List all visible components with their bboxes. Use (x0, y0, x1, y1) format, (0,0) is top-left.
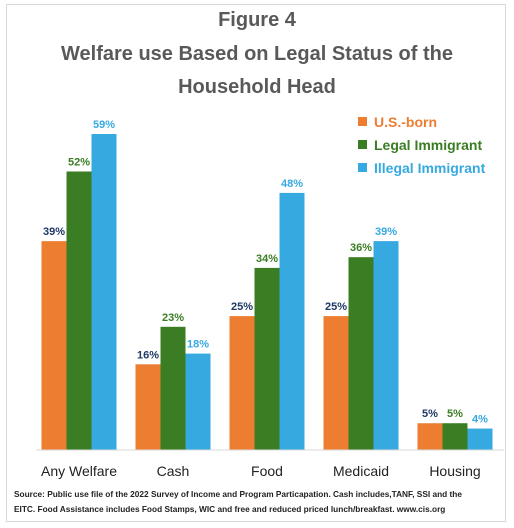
category-label-food: Food (251, 463, 283, 479)
bar-illegal-immigrant-any-welfare (91, 134, 117, 450)
chart-title-line-3: Household Head (178, 76, 336, 98)
bar-illegal-immigrant-food (279, 192, 305, 450)
bar-illegal-immigrant-cash (185, 353, 211, 450)
source-note-line-1: Source: Public use file of the 2022 Surv… (14, 489, 462, 499)
source-note-line-2: EITC. Food Assistance includes Food Stam… (14, 504, 446, 514)
bar-legal-immigrant-cash (160, 326, 186, 450)
value-label-legal-immigrant-housing: 5% (447, 408, 463, 420)
legend-label-legal-immigrant: Legal Immigrant (374, 137, 482, 153)
value-label-legal-immigrant-any-welfare: 52% (68, 156, 90, 168)
bar-legal-immigrant-housing (442, 423, 468, 450)
legend-label-u-s-born: U.S.-born (374, 114, 437, 130)
bar-u-s-born-housing (417, 423, 443, 450)
legend-label-illegal-immigrant: Illegal Immigrant (374, 160, 486, 176)
category-label-medicaid: Medicaid (333, 463, 389, 479)
legend: U.S.-born Legal Immigrant Illegal Immigran… (358, 114, 486, 176)
chart-title-line-1: Figure 4 (218, 9, 297, 31)
value-label-illegal-immigrant-food: 48% (281, 178, 303, 190)
bar-legal-immigrant-medicaid (348, 257, 374, 450)
category-label-cash: Cash (157, 463, 190, 479)
bar-u-s-born-medicaid (323, 316, 349, 450)
bar-u-s-born-food (229, 316, 255, 450)
value-label-illegal-immigrant-cash: 18% (187, 339, 209, 351)
value-label-u-s-born-medicaid: 25% (325, 301, 347, 313)
value-label-legal-immigrant-food: 34% (256, 253, 278, 265)
value-label-illegal-immigrant-medicaid: 39% (375, 226, 397, 238)
chart-title-line-2: Welfare use Based on Legal Status of the (61, 43, 453, 65)
value-labels-group: 39%52%59%16%23%18%25%34%48%25%36%39%5% 5%… (43, 119, 488, 426)
category-labels-group: Any Welfare Cash Food Medicaid Housing (41, 463, 481, 479)
bar-illegal-immigrant-housing (467, 428, 493, 450)
value-label-u-s-born-cash: 16% (137, 349, 159, 361)
bar-u-s-born-any-welfare (41, 241, 67, 450)
source-note: Source: Public use file of the 2022 Surv… (14, 487, 500, 517)
bar-u-s-born-cash (135, 364, 161, 450)
value-label-illegal-immigrant-housing: 4% (472, 414, 488, 426)
value-label-legal-immigrant-medicaid: 36% (350, 242, 372, 254)
value-label-u-s-born-food: 25% (231, 301, 253, 313)
bar-illegal-immigrant-medicaid (373, 241, 399, 450)
bar-legal-immigrant-any-welfare (66, 171, 92, 451)
bar-legal-immigrant-food (254, 267, 280, 450)
value-label-u-s-born-housing: 5% (422, 408, 438, 420)
bars-group (41, 134, 493, 451)
category-label-housing: Housing (429, 463, 480, 479)
value-label-illegal-immigrant-any-welfare: 59% (93, 119, 115, 131)
value-label-legal-immigrant-cash: 23% (162, 312, 184, 324)
value-label-u-s-born-any-welfare: 39% (43, 226, 65, 238)
category-label-any-welfare: Any Welfare (41, 463, 117, 479)
legend-swatch-u-s-born (358, 117, 367, 126)
legend-swatch-illegal-immigrant (358, 163, 367, 172)
legend-swatch-legal-immigrant (358, 140, 367, 149)
